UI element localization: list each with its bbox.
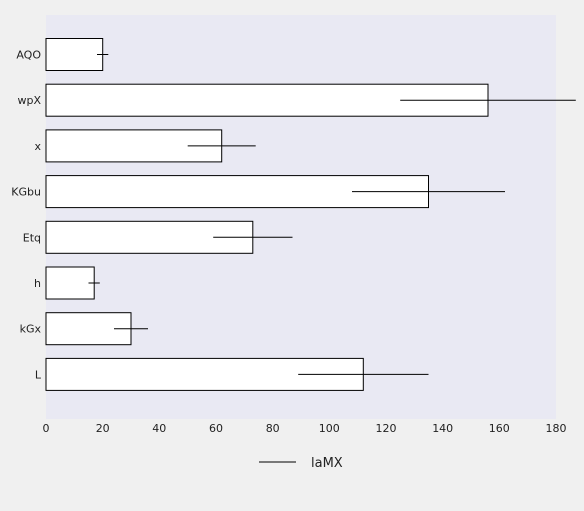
category-label-Etq: Etq <box>23 231 41 244</box>
legend: laMX <box>259 456 343 471</box>
category-label-x: x <box>34 140 41 153</box>
x-tick-label-40: 40 <box>152 422 166 435</box>
error-bars-group <box>88 54 576 375</box>
plot-area <box>46 15 556 419</box>
category-label-L: L <box>35 368 42 381</box>
bar-AQO <box>45 38 104 71</box>
category-label-h: h <box>34 277 41 290</box>
category-label-kGx: kGx <box>20 323 42 336</box>
category-label-wpX: wpX <box>17 94 41 107</box>
x-tick-label-0: 0 <box>43 422 50 435</box>
bar-h <box>45 266 95 300</box>
x-tick-label-80: 80 <box>266 422 280 435</box>
legend-series-label: laMX <box>311 456 343 471</box>
x-tick-label-160: 160 <box>489 422 510 435</box>
x-tick-label-20: 20 <box>96 422 110 435</box>
x-tick-label-180: 180 <box>546 422 567 435</box>
x-axis-ticks: 0 20 40 60 80 100 120 140 160 180 <box>43 422 567 435</box>
x-tick-label-100: 100 <box>319 422 340 435</box>
x-tick-label-120: 120 <box>376 422 397 435</box>
x-tick-label-140: 140 <box>432 422 453 435</box>
category-labels: AQO wpX x KGbu Etq h kGx L <box>11 49 42 382</box>
category-label-KGbu: KGbu <box>11 186 41 199</box>
x-tick-label-60: 60 <box>209 422 223 435</box>
category-label-AQO: AQO <box>16 49 41 62</box>
